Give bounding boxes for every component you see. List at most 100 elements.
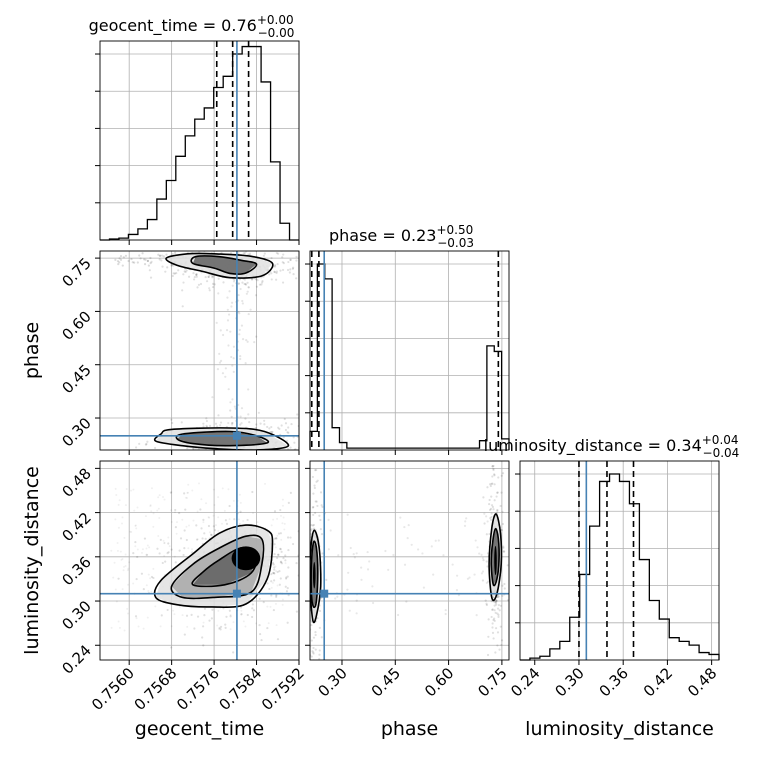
sample-point [444,608,447,612]
x-tick-label: 0.60 [421,664,457,700]
sample-point [493,473,496,476]
sample-point [491,631,495,635]
sample-point [276,570,279,574]
sample-point [275,251,278,255]
sample-point [503,582,506,586]
sample-point [499,504,502,508]
histogram-geocent_time [100,45,299,241]
x-tick-label: 0.7576 [173,664,223,714]
sample-point [145,553,148,556]
sample-point [152,567,155,570]
sample-point [316,504,319,508]
sample-point [271,561,275,564]
sample-point [244,417,247,420]
sample-point [315,468,318,472]
sample-point [229,615,232,618]
sample-point [237,293,240,297]
sample-point [132,582,135,585]
sample-point [487,580,490,583]
sample-point [135,617,138,620]
sample-point [491,465,494,468]
sample-point [231,398,234,401]
sample-point [312,527,316,530]
sample-point [174,251,177,254]
sample-point [226,319,230,322]
sample-point [266,626,269,630]
sample-point [147,243,149,245]
sample-point [500,474,503,477]
sample-point [201,537,204,540]
sample-point [160,614,163,617]
sample-point [273,566,276,569]
sample-point [503,587,506,590]
sample-point [492,464,495,468]
sample-point [490,455,492,457]
sample-point [466,577,470,580]
sample-point [318,514,321,517]
sample-point [153,446,157,450]
sample-point [146,259,150,262]
sample-point [496,595,499,599]
sample-point [145,442,148,446]
sample-point [314,633,317,637]
sample-point [403,563,407,566]
sample-point [195,524,198,527]
sample-point [197,283,201,286]
title-sub: −0.03 [437,236,474,250]
sample-point [224,623,227,626]
sample-point [203,614,206,617]
truth-marker [232,589,241,598]
sample-point [231,364,234,367]
sample-point [173,272,176,275]
sample-point [152,576,155,580]
sample-point [279,532,282,535]
sample-point [192,451,194,453]
sample-point [306,656,308,658]
sample-point [239,357,242,361]
sample-point [308,554,310,556]
sample-point [193,627,196,630]
sample-point [501,510,504,513]
sample-point [313,486,316,490]
sample-point [493,483,496,486]
sample-point [266,605,269,608]
sample-point [172,609,175,612]
sample-point [141,548,144,551]
sample-point [260,246,262,248]
sample-point [272,245,274,247]
sample-point [307,605,309,607]
sample-point [115,493,118,496]
sample-point [212,525,215,528]
sample-point [233,405,236,408]
sample-point [157,535,160,538]
sample-point [172,264,175,267]
sample-point [117,577,120,580]
sample-point [318,653,321,656]
sample-point [247,312,250,316]
sample-point [207,451,209,453]
sample-point [310,639,313,642]
sample-point [274,602,277,605]
sample-point [136,555,139,559]
sample-point [272,518,275,521]
sample-point [493,617,496,620]
sample-point [196,615,200,618]
sample-point [305,536,307,538]
sample-point [272,608,275,612]
sample-point [170,646,173,649]
sample-point [490,512,493,515]
y-tick-label: 0.30 [58,597,94,633]
sample-point [212,275,215,278]
sample-point [170,491,173,494]
sample-point [289,491,292,495]
sample-point [497,615,500,618]
sample-point [277,553,280,556]
sample-point [310,655,313,658]
sample-point [238,312,241,315]
sample-point [156,509,159,512]
sample-point [184,508,187,511]
sample-point [314,648,317,651]
sample-point [114,518,117,521]
sample-point [167,542,170,545]
sample-point [180,421,183,424]
